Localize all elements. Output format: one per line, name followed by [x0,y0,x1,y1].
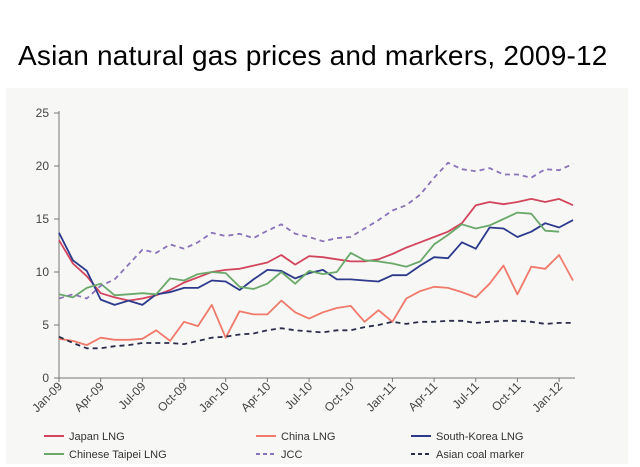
legend-label: South-Korea LNG [436,431,523,443]
series-line-japan-lng [58,198,574,302]
y-tick-label: 0 [42,371,49,385]
legend-label: Chinese Taipei LNG [69,449,167,461]
legend-label: Japan LNG [69,431,125,443]
y-tick-label: 5 [42,318,49,332]
x-tick-label: Jan-10 [196,379,232,415]
x-tick-label: Jul-09 [115,379,148,412]
series-line-chinese-taipei-lng [58,211,560,299]
chart-panel: 0 5 10 15 20 25 Jan-09 Apr-09 Jul-09 Oct-09 Jan-10… [6,88,628,464]
x-tick-label: Apr-09 [71,379,107,415]
x-tick-label: Oct-09 [155,379,191,415]
y-tick-label: 20 [36,159,50,173]
x-tick-label: Oct-10 [321,379,357,415]
legend-item: Japan LNG [44,431,125,443]
x-tick-label: Apr-10 [238,379,274,415]
x-tick-label: Oct-11 [489,379,524,414]
x-tick-label: Jul-10 [282,379,315,412]
legend-item: Chinese Taipei LNG [44,449,167,461]
x-tick-label: Jan-11 [363,379,398,414]
series-line-china-lng [58,254,574,346]
y-tick-label: 15 [36,212,50,226]
chart-series [58,161,574,350]
series-line-asian-coal-marker [58,319,573,350]
x-tick-label: Jul-11 [449,379,482,412]
y-tick-label: 10 [36,265,50,279]
chart-title: Asian natural gas prices and markers, 20… [18,40,608,71]
legend-label: JCC [281,449,302,461]
legend-item: South-Korea LNG [411,431,523,443]
legend-label: Asian coal marker [436,449,524,461]
chart-legend: Japan LNG China LNG South-Korea LNG Chinese… [44,431,524,461]
legend-label: China LNG [281,431,335,443]
legend-item: China LNG [256,431,335,443]
x-tick-label: Jan-12 [529,379,565,415]
legend-item: Asian coal marker [411,449,524,461]
x-tick-label: Apr-11 [405,379,440,414]
y-tick-label: 25 [36,106,50,120]
series-line-south-korea-lng [58,219,574,306]
series-line-jcc [58,161,574,300]
legend-item: JCC [256,449,302,461]
